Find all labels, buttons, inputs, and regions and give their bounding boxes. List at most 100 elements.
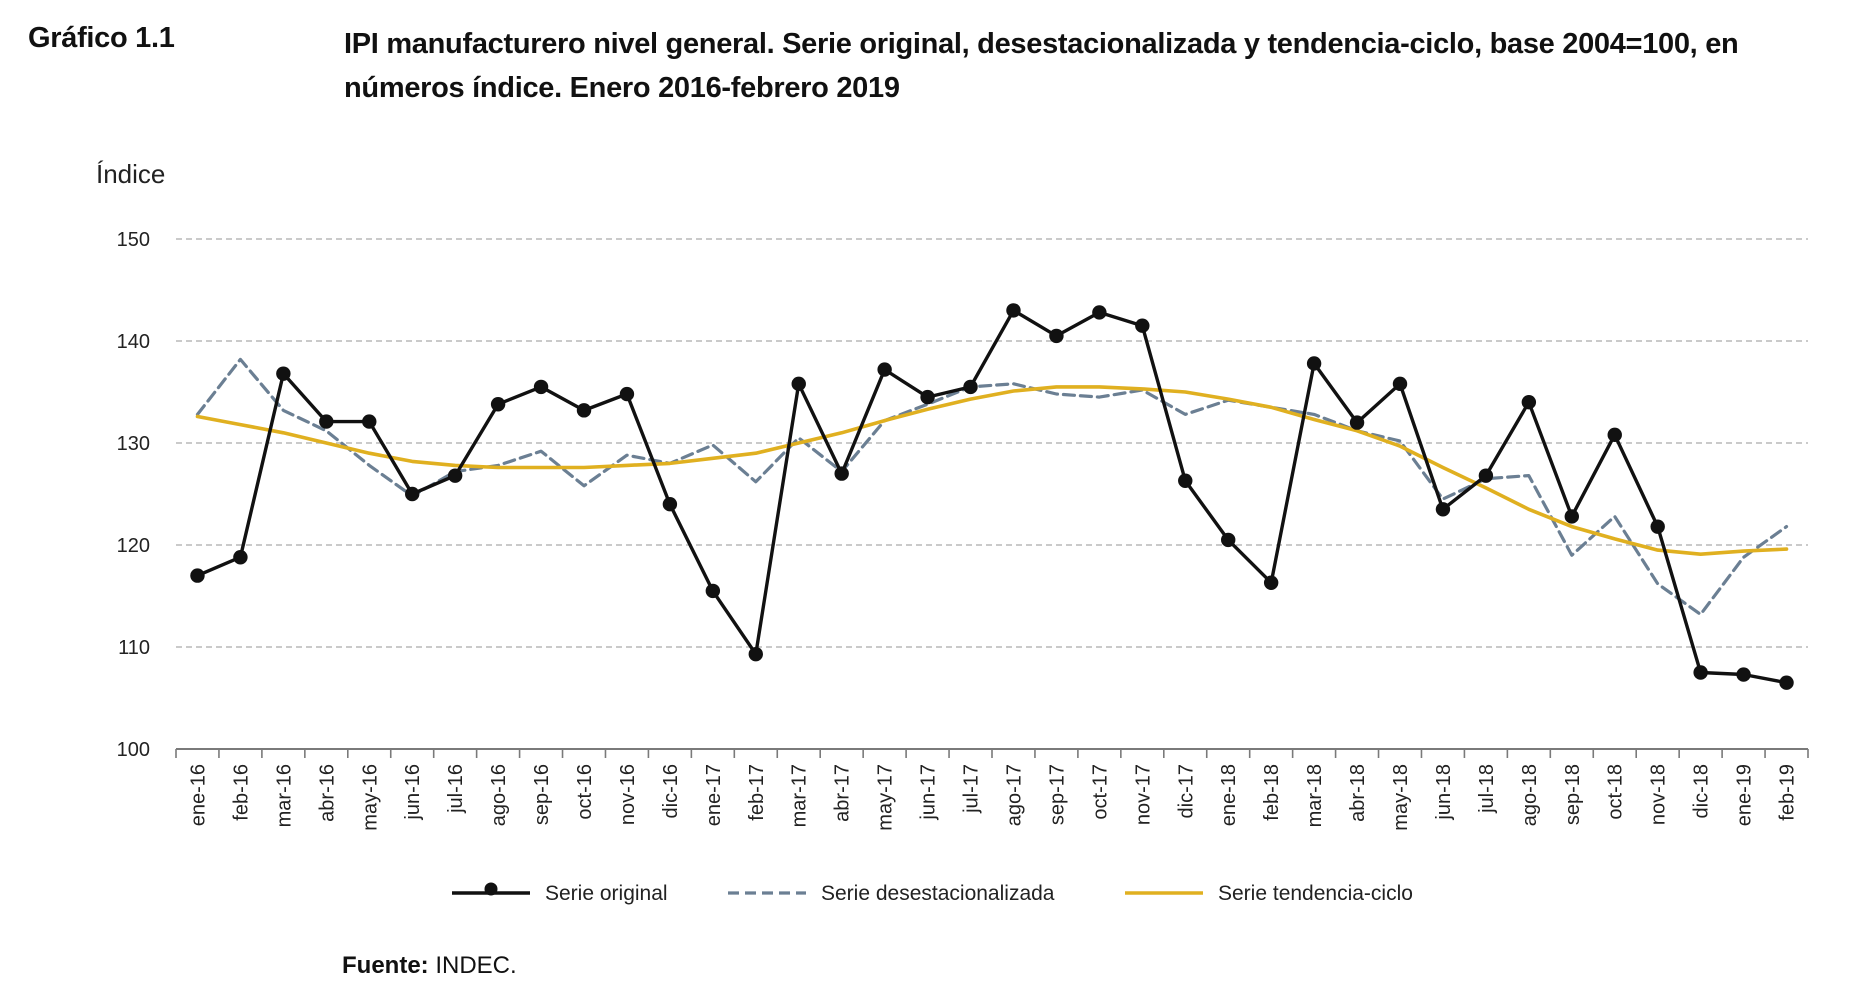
x-axis-ticks: ene-16 feb-16 mar-16 abr-16 may-16 jun-16 jul-… xyxy=(187,764,1798,831)
series-line-serie-tendencia-ciclo xyxy=(195,385,1789,557)
x-tick-label-feb-17: feb-17 xyxy=(746,764,768,821)
data-point-nov-17 xyxy=(1135,318,1150,333)
legend-serie-original-label: Serie original xyxy=(545,882,668,905)
legend: Serie original Serie desestacionalizada Se… xyxy=(452,882,1413,905)
data-point-feb-18 xyxy=(1263,575,1279,590)
x-tick-label-feb-18: feb-18 xyxy=(1261,764,1283,821)
x-tick-label-jul-17: jul-17 xyxy=(961,764,983,814)
data-point-mar-17 xyxy=(791,376,806,392)
x-tick-label-ago-16: ago-16 xyxy=(488,764,510,826)
x-tick-label-nov-16: nov-16 xyxy=(617,764,639,825)
x-tick-label-feb-16: feb-16 xyxy=(230,764,252,821)
x-tick-label-ene-18: ene-18 xyxy=(1218,764,1240,826)
x-tick-label-feb-19: feb-19 xyxy=(1777,764,1799,821)
data-point-abr-16 xyxy=(319,414,334,429)
x-tick-label-mar-16: mar-16 xyxy=(273,764,295,827)
y-tick-label-140: 140 xyxy=(117,331,150,353)
data-point-sep-18 xyxy=(1564,509,1579,524)
data-point-oct-17 xyxy=(1092,305,1107,320)
data-point-abr-17 xyxy=(834,466,849,481)
y-tick-label-110: 110 xyxy=(118,637,150,659)
data-point-dic-18 xyxy=(1693,665,1708,680)
data-point-ago-18 xyxy=(1521,395,1537,410)
x-tick-label-oct-16: oct-16 xyxy=(574,764,596,820)
data-point-may-18 xyxy=(1392,376,1408,392)
x-tick-label-ene-17: ene-17 xyxy=(703,764,725,826)
x-tick-label-ago-17: ago-17 xyxy=(1003,764,1025,826)
source-note: Fuente: INDEC. xyxy=(342,952,517,980)
series-line-serie-original xyxy=(195,308,1789,685)
x-tick-label-mar-18: mar-18 xyxy=(1304,764,1326,827)
x-tick-label-nov-18: nov-18 xyxy=(1648,764,1670,825)
data-point-may-16 xyxy=(362,414,377,429)
x-tick-label-dic-16: dic-16 xyxy=(660,764,682,818)
x-tick-label-oct-18: oct-18 xyxy=(1605,764,1627,820)
x-tick-label-oct-17: oct-17 xyxy=(1089,764,1111,820)
data-point-jul-18 xyxy=(1478,468,1494,483)
x-tick-label-abr-18: abr-18 xyxy=(1347,764,1369,822)
x-tick-label-jun-16: jun-16 xyxy=(402,764,424,821)
data-point-nov-18 xyxy=(1650,519,1665,534)
data-point-jul-16 xyxy=(447,468,463,483)
series-line-serie-desestacionalizada xyxy=(195,357,1789,617)
source-label: Fuente: xyxy=(342,952,429,979)
series-lines xyxy=(190,303,1794,690)
figure-title: IPI manufacturero nivel general. Serie o… xyxy=(344,28,1739,104)
y-axis-label: Índice xyxy=(96,159,165,189)
data-point-ago-17 xyxy=(1006,303,1021,318)
data-point-oct-18 xyxy=(1607,427,1622,443)
y-tick-label-120: 120 xyxy=(117,535,150,557)
x-tick-label-may-18: may-18 xyxy=(1390,764,1412,831)
data-point-jul-17 xyxy=(963,379,978,395)
x-tick-label-jul-16: jul-16 xyxy=(445,764,467,814)
data-point-sep-17 xyxy=(1049,328,1064,344)
y-tick-label-130: 130 xyxy=(117,433,150,455)
x-tick-label-jul-18: jul-18 xyxy=(1476,764,1498,814)
data-point-abr-18 xyxy=(1349,415,1365,430)
x-tick-label-sep-17: sep-17 xyxy=(1046,764,1068,825)
data-point-jun-17 xyxy=(920,389,935,405)
data-point-may-17 xyxy=(877,362,892,377)
y-tick-label-150: 150 xyxy=(117,229,150,251)
data-point-ene-19 xyxy=(1736,667,1751,682)
x-tick-label-dic-18: dic-18 xyxy=(1691,764,1713,818)
data-point-feb-16 xyxy=(233,550,248,565)
legend-serie-original-marker xyxy=(484,882,498,896)
data-point-nov-16 xyxy=(619,386,635,402)
data-point-feb-17 xyxy=(748,646,763,662)
data-point-feb-19 xyxy=(1779,675,1794,690)
x-tick-label-ene-19: ene-19 xyxy=(1734,764,1756,826)
data-point-jun-18 xyxy=(1435,502,1451,517)
x-tick-label-mar-17: mar-17 xyxy=(789,764,811,827)
data-point-mar-18 xyxy=(1306,356,1322,371)
figure-label: Gráfico 1.1 xyxy=(28,22,175,54)
x-tick-label-may-17: may-17 xyxy=(875,764,897,831)
x-tick-label-nov-17: nov-17 xyxy=(1132,764,1154,825)
x-tick-label-abr-16: abr-16 xyxy=(316,764,338,822)
data-point-mar-16 xyxy=(276,366,291,381)
source-value: INDEC. xyxy=(435,952,517,979)
data-point-jun-16 xyxy=(405,486,420,502)
data-point-dic-16 xyxy=(662,497,678,512)
data-point-oct-16 xyxy=(576,403,592,418)
x-tick-label-abr-17: abr-17 xyxy=(832,764,854,822)
y-tick-label-100: 100 xyxy=(117,739,150,761)
data-point-sep-16 xyxy=(533,379,549,395)
data-point-ene-18 xyxy=(1221,532,1236,548)
data-point-dic-17 xyxy=(1178,473,1193,488)
x-tick-label-jun-17: jun-17 xyxy=(918,764,940,821)
x-tick-label-ago-18: ago-18 xyxy=(1519,764,1541,826)
data-point-ene-16 xyxy=(190,568,205,583)
x-tick-label-may-16: may-16 xyxy=(359,764,381,831)
x-tick-label-dic-17: dic-17 xyxy=(1175,764,1197,818)
gridlines xyxy=(176,238,1808,648)
legend-serie-tendencia-ciclo-label: Serie tendencia-ciclo xyxy=(1218,882,1413,905)
y-axis-ticks: 100 110 120 130 140 150 xyxy=(117,229,150,761)
x-tick-label-ene-16: ene-16 xyxy=(187,764,209,826)
x-tick-label-sep-16: sep-16 xyxy=(531,764,553,825)
legend-serie-desestacionalizada-label: Serie desestacionalizada xyxy=(821,882,1055,905)
x-tick-label-sep-18: sep-18 xyxy=(1562,764,1584,825)
axes: Índice xyxy=(96,159,1809,758)
data-point-ago-16 xyxy=(490,397,506,412)
